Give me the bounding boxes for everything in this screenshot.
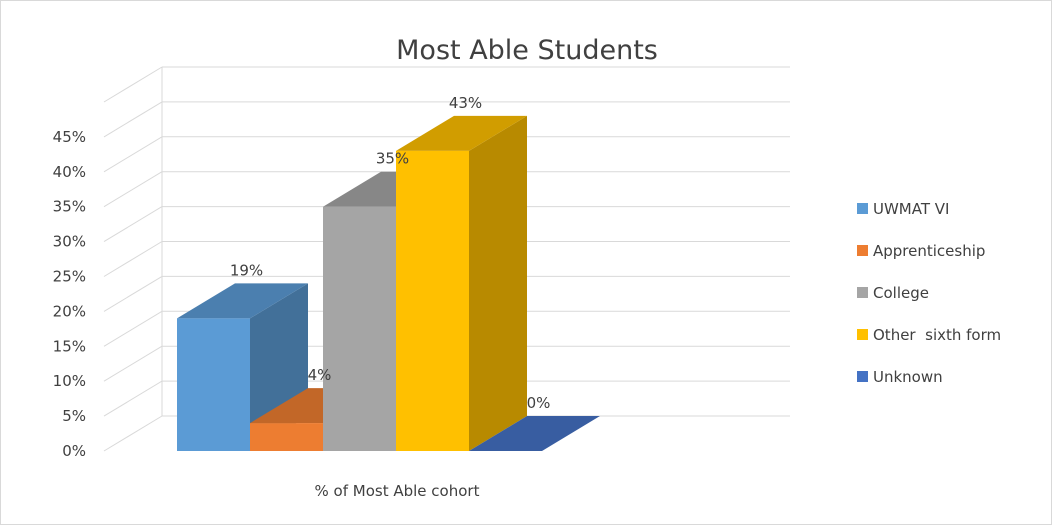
bar-front [396, 150, 469, 452]
legend-label: Unknown [873, 368, 943, 386]
y-tick-label: 10% [53, 372, 86, 390]
y-tick-label: 45% [53, 128, 86, 146]
legend-label: Apprenticeship [873, 242, 985, 260]
y-tick-label: 0% [62, 442, 86, 460]
legend-swatch [857, 287, 868, 298]
legend-label: College [873, 284, 929, 302]
data-label: 4% [308, 366, 332, 384]
legend-item: College [857, 284, 929, 302]
data-labels: 19% 4% 35% 43% 0% [230, 94, 551, 412]
legend-label: Other sixth form [873, 326, 1001, 344]
legend-swatch [857, 245, 868, 256]
legend-item: Apprenticeship [857, 242, 985, 260]
bar-unknown [469, 416, 600, 451]
y-tick-label: 5% [62, 407, 86, 425]
bar-front [250, 423, 323, 451]
y-tick-label: 35% [53, 198, 86, 216]
legend-swatch [857, 329, 868, 340]
bars [177, 115, 600, 452]
y-axis-ticks: 0% 5% 10% 15% 20% 25% 30% 35% 40% 45% [53, 128, 86, 460]
legend-item: UWMAT VI [857, 200, 949, 218]
x-axis-label: % of Most Able cohort [315, 482, 480, 500]
bar-front [323, 206, 396, 451]
y-tick-label: 20% [53, 302, 86, 320]
legend-label: UWMAT VI [873, 200, 949, 218]
legend-item: Unknown [857, 368, 943, 386]
bar-top [177, 283, 308, 319]
legend-swatch [857, 203, 868, 214]
data-label: 35% [376, 150, 409, 168]
legend-item: Other sixth form [857, 326, 1001, 344]
y-tick-label: 15% [53, 337, 86, 355]
bar-top [469, 416, 600, 451]
data-label: 0% [527, 394, 551, 412]
data-label: 19% [230, 261, 263, 279]
y-tick-label: 25% [53, 268, 86, 286]
chart-title: Most Able Students [396, 35, 658, 66]
y-tick-label: 30% [53, 233, 86, 251]
y-tick-label: 40% [53, 163, 86, 181]
legend-swatch [857, 371, 868, 382]
bar-top [396, 115, 527, 151]
bar-front [177, 318, 250, 451]
bar-other-sixth-form [396, 115, 527, 452]
data-label: 43% [449, 94, 482, 112]
legend: UWMAT VI Apprenticeship College Other sixth… [857, 200, 1001, 386]
bar-side [469, 115, 527, 452]
